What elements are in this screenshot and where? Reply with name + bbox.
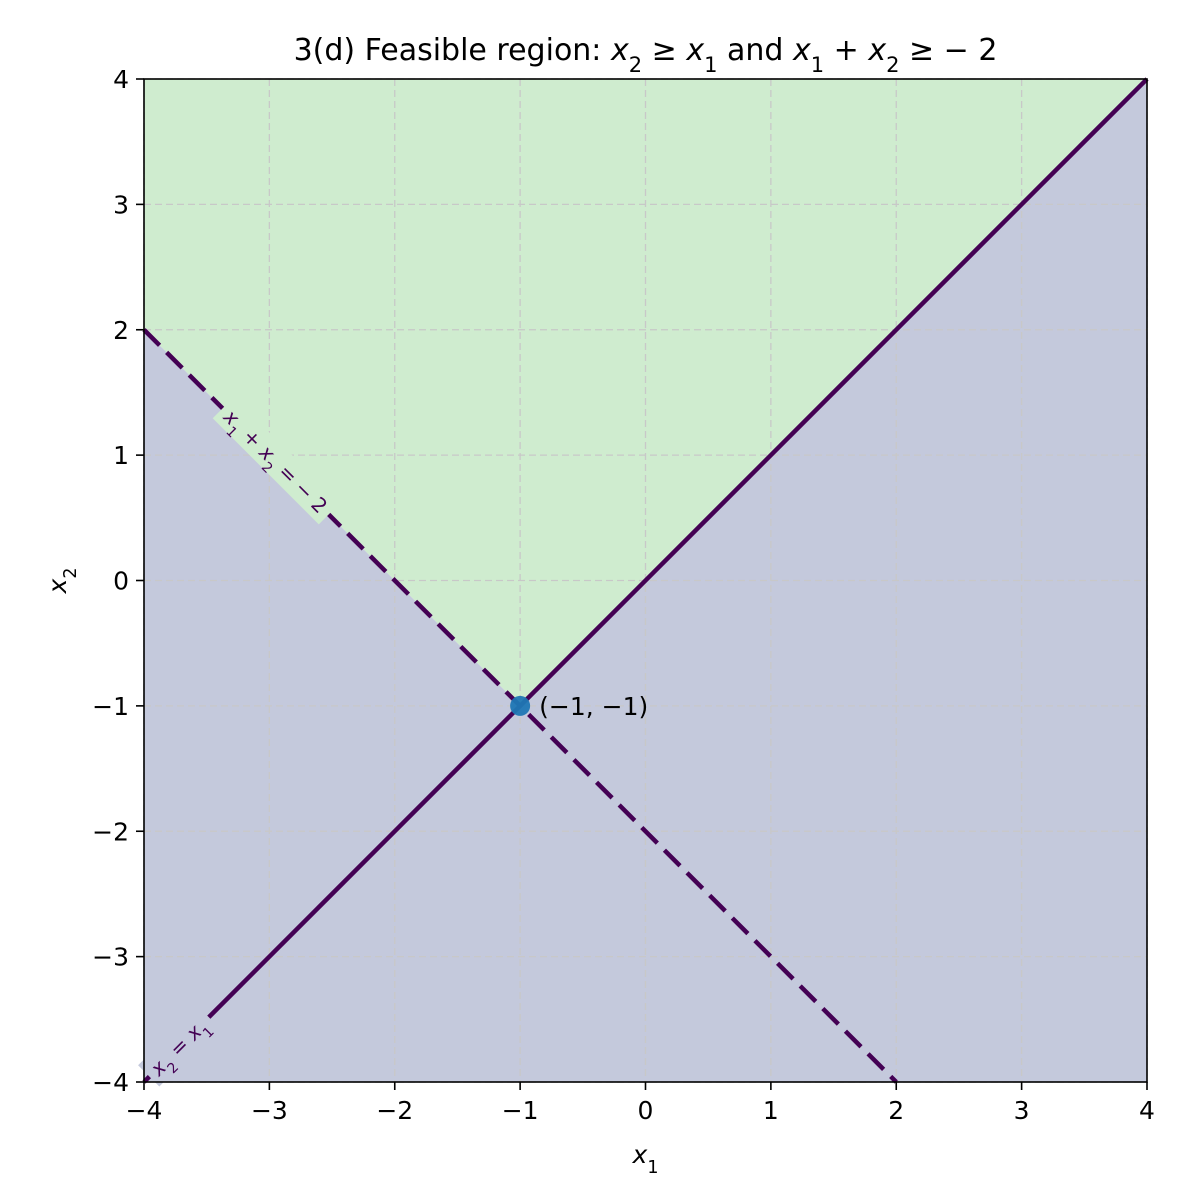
y-tick-label: 0 <box>113 567 129 596</box>
plot-area <box>142 77 1149 1084</box>
y-tick-label: 1 <box>113 441 129 470</box>
x-tick-label: −2 <box>376 1096 413 1125</box>
x-tick-label: 3 <box>1014 1096 1030 1125</box>
line-label-bg <box>138 1005 219 1087</box>
line-label-x2-equals-x1: x2 = x1 <box>138 1005 219 1087</box>
x-tick-label: 1 <box>763 1096 779 1125</box>
y-tick-label: 2 <box>113 316 129 345</box>
y-tick-label: −3 <box>92 943 129 972</box>
y-axis-label: x2 <box>43 568 81 595</box>
y-axis-label-group: x2 <box>43 568 81 595</box>
intersection-point <box>510 695 531 716</box>
line-label-bg <box>212 397 340 525</box>
y-tick-label: 4 <box>113 65 129 94</box>
intersection-point-label: (−1, −1) <box>539 692 648 721</box>
y-tick-label: 3 <box>113 190 129 219</box>
x-tick-label: −3 <box>251 1096 288 1125</box>
x-tick-label: −4 <box>126 1096 163 1125</box>
x-tick-label: 4 <box>1139 1096 1155 1125</box>
x-tick-label: 0 <box>638 1096 654 1125</box>
y-tick-label: −4 <box>92 1068 129 1097</box>
y-tick-label: −2 <box>92 817 129 846</box>
labels-layer: (−1, −1)x1 + x2 = − 2x2 = x1−4 −3 −2 −1 0 1 2 3… <box>43 33 1155 1178</box>
chart-title: 3(d) Feasible region: x2 ≥ x1 and x1 + x… <box>294 33 998 77</box>
line-x2-equals-x1 <box>142 77 1149 1084</box>
x-tick-label: 2 <box>888 1096 904 1125</box>
x-tick-label: −1 <box>502 1096 539 1125</box>
x-axis-label: x1 <box>632 1140 659 1178</box>
y-tick-label: −1 <box>92 692 129 721</box>
